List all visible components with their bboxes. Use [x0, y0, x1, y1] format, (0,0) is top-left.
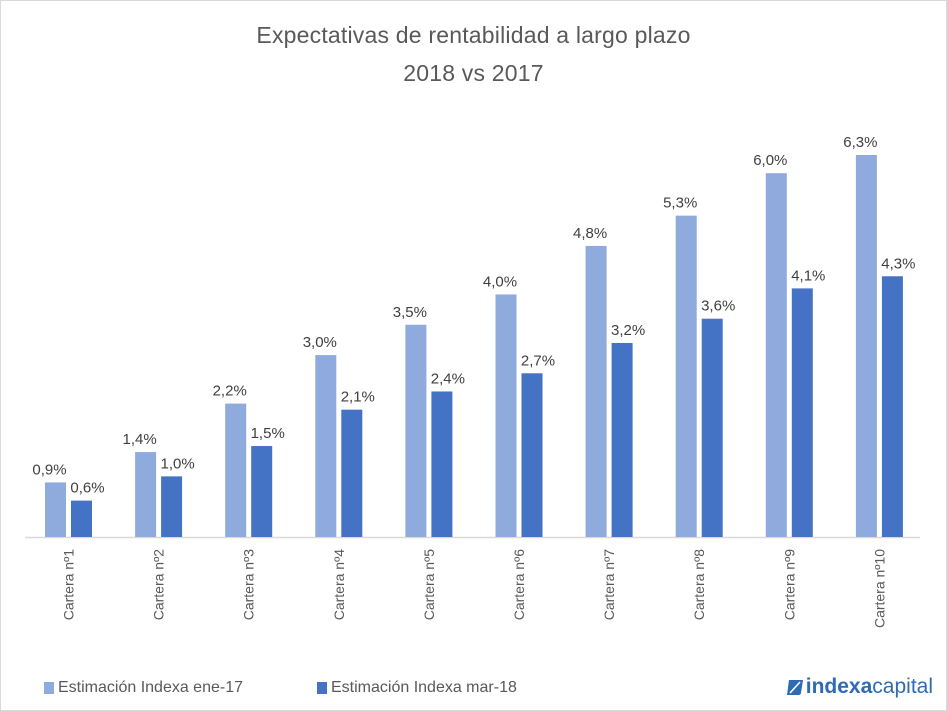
- indexacapital-logo: indexa capital: [786, 675, 933, 699]
- legend-label-ene17: Estimación Indexa ene-17: [58, 679, 243, 696]
- bar-mar18-4: [341, 409, 363, 537]
- x-tick-label-10: Cartera nº10: [871, 549, 887, 628]
- bar-mar18-2: [161, 476, 183, 537]
- bar-mar18-8: [701, 318, 723, 537]
- bar-ene17-2: [135, 452, 157, 537]
- data-label-mar18-9: 4,1%: [791, 267, 825, 284]
- x-tick-label-1: Cartera nº1: [61, 549, 77, 620]
- data-label-ene17-8: 5,3%: [663, 195, 697, 212]
- bar-mar18-7: [611, 342, 633, 537]
- x-tick-label-5: Cartera nº5: [421, 549, 437, 620]
- bar-ene17-5: [405, 324, 427, 537]
- bar-mar18-1: [71, 500, 92, 537]
- x-tick-label-7: Cartera nº7: [601, 549, 617, 620]
- data-label-mar18-3: 1,5%: [251, 425, 285, 442]
- data-label-mar18-1: 0,6%: [70, 480, 104, 497]
- bar-mar18-6: [521, 373, 543, 537]
- bar-ene17-3: [225, 403, 247, 537]
- chart-title: Expectativas de rentabilidad a largo pla…: [256, 22, 691, 48]
- legend-label-mar18: Estimación Indexa mar-18: [331, 679, 517, 696]
- x-tick-label-6: Cartera nº6: [511, 549, 527, 620]
- x-tick-label-2: Cartera nº2: [151, 549, 167, 620]
- legend-swatch-mar18: [317, 682, 327, 694]
- data-label-ene17-5: 3,5%: [393, 304, 427, 321]
- bar-ene17-8: [675, 215, 697, 537]
- bar-mar18-9: [791, 288, 813, 537]
- bar-mar18-3: [251, 446, 273, 537]
- bar-ene17-6: [495, 294, 517, 537]
- data-label-mar18-10: 4,3%: [881, 255, 915, 272]
- bar-ene17-10: [855, 155, 877, 537]
- data-label-mar18-7: 3,2%: [611, 322, 645, 339]
- data-label-mar18-8: 3,6%: [701, 298, 735, 315]
- legend-item-mar18: Estimación Indexa mar-18: [317, 679, 517, 697]
- bar-ene17-4: [315, 355, 337, 537]
- legend-swatch-ene17: [44, 682, 54, 694]
- data-label-mar18-2: 1,0%: [160, 455, 194, 472]
- data-label-ene17-10: 6,3%: [843, 134, 877, 151]
- x-tick-label-9: Cartera nº9: [781, 549, 797, 620]
- data-label-ene17-9: 6,0%: [753, 152, 787, 169]
- data-label-mar18-6: 2,7%: [521, 352, 555, 369]
- data-label-mar18-4: 2,1%: [341, 389, 375, 406]
- bar-mar18-10: [881, 276, 903, 537]
- logo-mark-icon: [786, 679, 803, 695]
- bar-ene17-1: [45, 482, 66, 537]
- x-tick-label-4: Cartera nº4: [331, 549, 347, 620]
- x-tick-label-8: Cartera nº8: [691, 549, 707, 620]
- bar-mar18-5: [431, 391, 453, 537]
- data-label-ene17-2: 1,4%: [122, 431, 156, 448]
- bar-ene17-9: [765, 173, 787, 537]
- legend-item-ene17: Estimación Indexa ene-17: [44, 679, 243, 697]
- data-label-ene17-3: 2,2%: [213, 383, 247, 400]
- data-label-ene17-6: 4,0%: [483, 273, 517, 290]
- data-label-mar18-5: 2,4%: [431, 370, 465, 387]
- x-tick-label-3: Cartera nº3: [241, 549, 257, 620]
- data-label-ene17-7: 4,8%: [573, 225, 607, 242]
- chart-subtitle: 2018 vs 2017: [403, 60, 544, 86]
- data-label-ene17-1: 0,9%: [32, 461, 66, 478]
- bar-ene17-7: [585, 245, 607, 537]
- data-label-ene17-4: 3,0%: [303, 334, 337, 351]
- logo-text-bold: indexa: [805, 675, 873, 698]
- logo-text-light: capital: [872, 675, 933, 698]
